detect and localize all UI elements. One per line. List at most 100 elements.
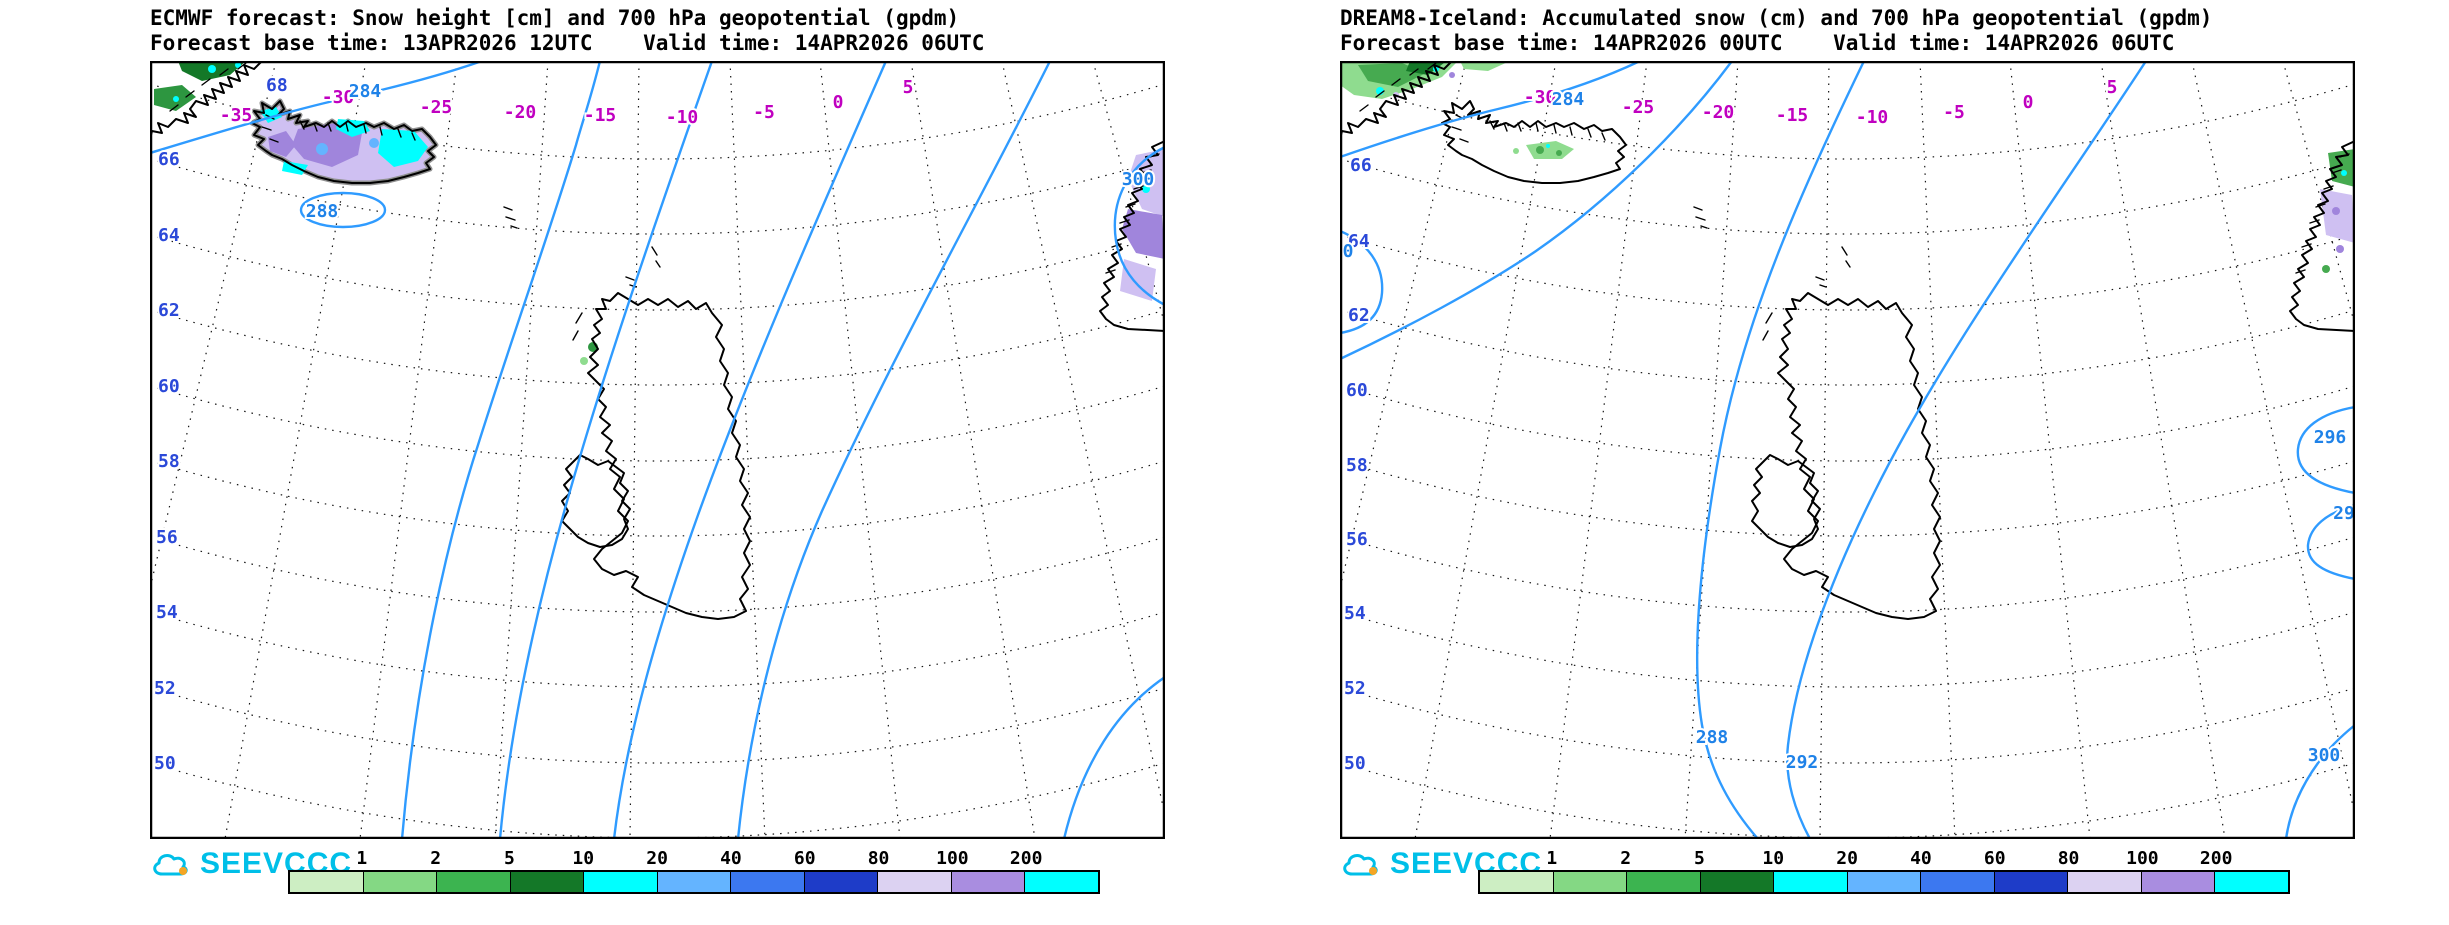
- contour-labels: 284 288 300: [304, 79, 1157, 224]
- colorbar-segment: [584, 872, 658, 892]
- dream8-panel: DREAM8-Iceland: Accumulated snow (cm) an…: [1340, 6, 2355, 923]
- contour-labels-item: 29: [2333, 503, 2355, 524]
- colorbar-tick-label: 2: [430, 848, 442, 869]
- norway-snow-purple: [2336, 245, 2344, 253]
- ecmwf-map: -35 -30 -25 -20 -15 -10 -5 0 5 68 66 64 62 60 58 56 54 5…: [150, 61, 1165, 839]
- colorbar-segment: [804, 872, 879, 892]
- colorbar-segment: [437, 872, 511, 892]
- temperature-labels-item: -30: [1524, 87, 1557, 108]
- colorbar-segment: [878, 872, 952, 892]
- colorbar-labels: 1 2 5 10 20 40 60 80 100 200: [288, 848, 1100, 870]
- greenland-snow-cyan: [173, 96, 179, 102]
- colorbar-segment: [657, 872, 732, 892]
- temperature-labels-item: -30: [322, 87, 355, 108]
- ecmwf-panel: ECMWF forecast: Snow height [cm] and 700…: [150, 6, 1165, 923]
- temperature-labels-item: -20: [504, 102, 537, 123]
- colorbar-segment: [510, 872, 585, 892]
- temperature-labels-item: -5: [1943, 102, 1965, 123]
- iceland-snow-purple: [268, 131, 296, 157]
- temperature-labels-item: 0: [2023, 92, 2034, 113]
- temperature-labels-item: -35: [220, 105, 253, 126]
- norway-snow-green: [2322, 265, 2330, 273]
- map-frame: [1340, 61, 2355, 839]
- colorbar-segment: [731, 872, 805, 892]
- contour-labels-item: 284: [349, 81, 382, 102]
- latitude-labels-item: 58: [1346, 455, 1368, 476]
- colorbar-segment: [2215, 872, 2289, 892]
- latitude-labels-item: 50: [154, 753, 176, 774]
- panel-bottom: SEEVCCC 1 2 5 10 20 40 60 80 100 200: [1340, 839, 2355, 923]
- latitude-labels-item: 66: [1350, 155, 1372, 176]
- temperature-labels-item: -10: [1856, 107, 1889, 128]
- latitude-labels-item: 62: [1348, 305, 1370, 326]
- temperature-labels-item: -10: [666, 107, 699, 128]
- colorbar-segment: [363, 872, 438, 892]
- panel-title: DREAM8-Iceland: Accumulated snow (cm) an…: [1340, 6, 2213, 30]
- contour-labels-item: 300: [1122, 169, 1155, 190]
- latitude-labels-item: 54: [156, 602, 178, 623]
- colorbar-tick-label: 100: [936, 848, 969, 869]
- latitude-labels-item: 68: [266, 75, 288, 96]
- colorbar-tick-label: 10: [572, 848, 595, 869]
- latitude-labels-item: 54: [1344, 603, 1366, 624]
- latitude-labels: 68 66 64 62 60 58 56 54 52 50: [152, 73, 290, 776]
- greenland-snow-cyan: [235, 62, 241, 68]
- colorbar-tick-label: 60: [1983, 848, 2006, 869]
- snow-colorbar: 1 2 5 10 20 40 60 80 100 200: [1478, 848, 2290, 894]
- latitude-labels-item: 60: [1346, 380, 1368, 401]
- contour-labels-item: 300: [2308, 745, 2341, 766]
- colorbar-tick-label: 20: [1836, 848, 1858, 869]
- greenland-snow-cyan: [208, 65, 216, 73]
- norway-snow-cyan: [2341, 170, 2347, 176]
- latitude-labels-item: 52: [1344, 678, 1366, 699]
- norway-snow: [2320, 189, 2355, 243]
- contour-labels-item: 0: [1343, 241, 1354, 262]
- temperature-labels-item: 5: [2107, 77, 2118, 98]
- iceland-snow-cyan: [1546, 144, 1550, 148]
- panel-title: ECMWF forecast: Snow height [cm] and 700…: [150, 6, 960, 30]
- colorbar-strip: [1478, 870, 2290, 894]
- latitude-labels-item: 52: [154, 678, 176, 699]
- colorbar-segment: [1025, 872, 1099, 892]
- colorbar-tick-label: 40: [1910, 848, 1932, 869]
- colorbar-tick-label: 60: [793, 848, 816, 869]
- colorbar-segment: [1480, 872, 1554, 892]
- colorbar-strip: [288, 870, 1100, 894]
- snow-shading-dream8: [1340, 61, 2355, 273]
- snow-shading-ecmwf: [154, 61, 1165, 365]
- temperature-labels-item: 5: [903, 77, 914, 98]
- colorbar-segment: [951, 872, 1026, 892]
- temperature-labels-item: 0: [833, 92, 844, 113]
- latitude-labels-item: 64: [158, 225, 180, 246]
- colorbar-tick-label: 100: [2126, 848, 2159, 869]
- temperature-labels: -35 -30 -25 -20 -15 -10 -5 0 5: [218, 75, 916, 130]
- colorbar-segment: [1921, 872, 1995, 892]
- colorbar-tick-label: 200: [1009, 848, 1043, 869]
- geopotential-contours-ecmwf: [150, 61, 1165, 839]
- colorbar-tick-label: 80: [2057, 848, 2080, 869]
- colorbar-tick-label: 2: [1620, 848, 1632, 869]
- dream8-map: -30 -25 -20 -15 -10 -5 0 5 66 64 62 60 58 56 54 52 50 2…: [1340, 61, 2355, 839]
- iceland-snow-green: [1513, 148, 1519, 154]
- colorbar-tick-label: 1: [1546, 848, 1558, 869]
- contour-labels-item: 288: [306, 201, 339, 222]
- iceland-snow-cyan: [378, 129, 428, 167]
- temperature-labels-item: -5: [753, 102, 775, 123]
- norway-snow-purple: [2332, 207, 2340, 215]
- temperature-labels-item: -15: [584, 105, 617, 126]
- latitude-labels-item: 60: [158, 376, 180, 397]
- iceland-snow-green: [1526, 141, 1574, 159]
- colorbar-segment: [290, 872, 364, 892]
- contour-labels: 284 0 288 292 296 29 300: [1341, 87, 2355, 775]
- temperature-labels-item: -25: [1622, 97, 1655, 118]
- colorbar-segment: [1627, 872, 1701, 892]
- temperature-labels-item: -25: [420, 97, 453, 118]
- colorbar-tick-label: 1: [356, 848, 368, 869]
- iceland-snow-blue: [369, 138, 379, 148]
- colorbar-tick-label: 80: [867, 848, 890, 869]
- colorbar-segment: [1774, 872, 1848, 892]
- geopotential-contours-dream8: [1340, 61, 2355, 839]
- colorbar-segment: [1700, 872, 1775, 892]
- colorbar-segment: [1553, 872, 1628, 892]
- contour-labels-item: 284: [1552, 89, 1585, 110]
